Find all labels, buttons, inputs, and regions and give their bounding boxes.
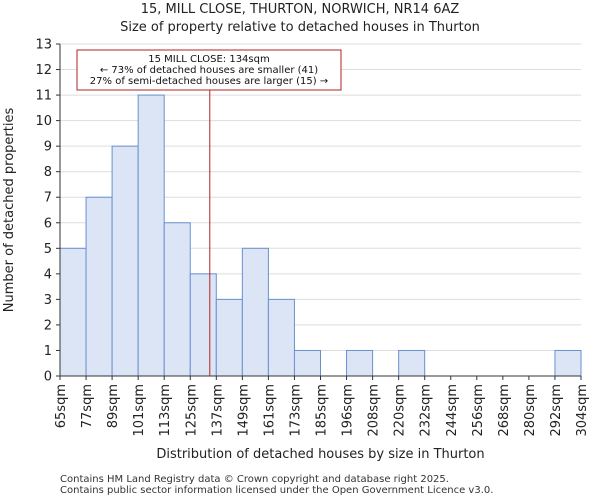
bar <box>163 222 191 377</box>
annotation-box <box>76 49 342 91</box>
x-tick-label: 196sqm <box>341 384 356 437</box>
y-tick-label: 11 <box>35 89 52 104</box>
x-tick-label: 280sqm <box>523 384 538 437</box>
annotation-line-1: 15 MILL CLOSE: 134sqm <box>148 54 269 65</box>
x-tick-label: 65sqm <box>54 384 69 428</box>
x-tick-label: 268sqm <box>497 384 512 437</box>
y-tick-label: 7 <box>44 191 52 206</box>
x-tick-label: 185sqm <box>315 384 330 437</box>
bar <box>85 196 113 377</box>
footer-line-1: Contains HM Land Registry data © Crown c… <box>60 474 449 485</box>
bar <box>293 349 322 377</box>
chart-title: 15, MILL CLOSE, THURTON, NORWICH, NR14 6… <box>140 2 460 17</box>
y-tick-label: 2 <box>44 318 52 333</box>
x-tick-label: 220sqm <box>393 384 408 437</box>
x-axis-label: Distribution of detached houses by size … <box>156 447 484 462</box>
bar <box>189 273 217 377</box>
x-tick-label: 173sqm <box>288 384 303 437</box>
x-tick-label: 244sqm <box>445 384 460 437</box>
x-ticks: 65sqm 77sqm 89sqm 101sqm 113sqm 125sqm 137sqm 1… <box>54 376 590 437</box>
x-tick-label: 256sqm <box>471 384 486 437</box>
annotation-line-2: ← 73% of detached houses are smaller (41… <box>100 65 318 76</box>
x-tick-label: 125sqm <box>184 384 199 437</box>
bar <box>398 349 426 377</box>
x-tick-label: 161sqm <box>262 384 277 437</box>
x-tick-label: 149sqm <box>236 384 251 437</box>
bar <box>346 349 374 377</box>
y-tick-label: 4 <box>44 267 52 282</box>
y-tick-label: 1 <box>44 344 52 359</box>
chart-subtitle: Size of property relative to detached ho… <box>120 20 480 35</box>
bar <box>215 298 243 377</box>
annotation-line-3: 27% of semi-detached houses are larger (… <box>90 76 328 87</box>
x-tick-label: 232sqm <box>419 384 434 437</box>
x-tick-label: 137sqm <box>210 384 225 437</box>
x-tick-label: 113sqm <box>158 384 173 437</box>
x-tick-label: 101sqm <box>132 384 147 437</box>
bar <box>111 145 139 377</box>
x-tick-label: 208sqm <box>367 384 382 437</box>
bar <box>137 94 165 377</box>
x-tick-label: 292sqm <box>549 384 564 437</box>
y-axis-label: Number of detached properties <box>2 108 17 313</box>
bars <box>59 94 582 377</box>
y-tick-label: 9 <box>44 140 52 155</box>
x-tick-label: 89sqm <box>106 384 121 428</box>
bar <box>59 247 87 377</box>
bar <box>241 247 269 377</box>
bar <box>267 298 295 377</box>
y-tick-label: 10 <box>35 114 52 129</box>
y-tick-label: 0 <box>44 370 52 385</box>
y-tick-label: 3 <box>44 293 52 308</box>
y-tick-label: 8 <box>44 165 52 180</box>
y-tick-label: 6 <box>44 216 52 231</box>
y-tick-label: 13 <box>35 38 52 53</box>
y-tick-label: 12 <box>35 63 52 78</box>
bar <box>554 349 582 377</box>
footer-line-2: Contains public sector information licen… <box>60 485 494 496</box>
x-tick-label: 304sqm <box>575 384 590 437</box>
y-tick-label: 5 <box>44 242 52 257</box>
x-tick-label: 77sqm <box>80 384 95 428</box>
